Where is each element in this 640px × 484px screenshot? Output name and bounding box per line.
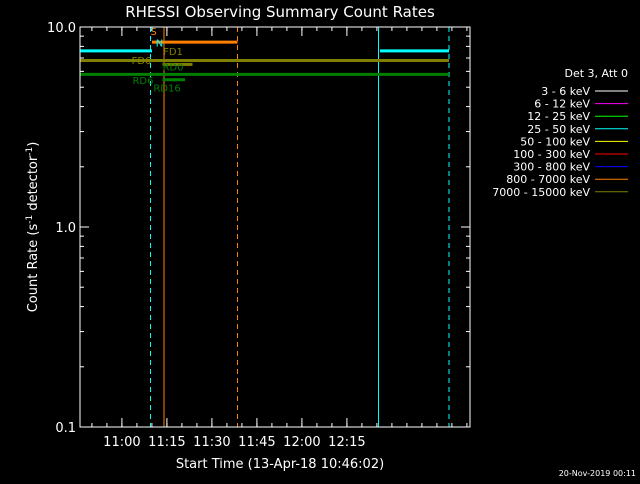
x-tick-label: 12:00 <box>283 435 320 450</box>
annotation-label: RD16 <box>153 84 180 95</box>
x-tick-label: 11:30 <box>193 435 230 450</box>
x-tick-label: 11:00 <box>103 435 140 450</box>
plot-frame <box>79 26 471 428</box>
legend-entry-label: 800 - 7000 keV <box>506 173 590 186</box>
legend-entry-label: 12 - 25 keV <box>527 110 590 123</box>
y-tick-label: 0.1 <box>55 421 76 436</box>
legend-entry-label: 7000 - 15000 keV <box>492 186 590 199</box>
y-axis-label: Count Rate (s-1 detector-1) <box>25 142 41 313</box>
axes: 11:00 11:15 11:30 11:45 12:00 12:15 0.1 1.0 10.0 <box>47 21 471 450</box>
annotation-label: FD6 <box>132 56 152 67</box>
legend-entry-label: 300 - 800 keV <box>513 161 590 174</box>
legend-entry-label: 25 - 50 keV <box>527 123 590 136</box>
legend-entry-label: 6 - 12 keV <box>534 98 590 111</box>
legend-entry-label: 100 - 300 keV <box>513 148 590 161</box>
legend-entry-label: 50 - 100 keV <box>520 135 590 148</box>
y-tick-label: 10.0 <box>47 21 76 36</box>
chart-title: RHESSI Observing Summary Count Rates <box>125 3 435 21</box>
annotation-label: RD6 <box>132 76 153 87</box>
x-tick-label: 11:45 <box>238 435 275 450</box>
legend-entry-label: 3 - 6 keV <box>541 85 590 98</box>
footer-timestamp: 20-Nov-2019 00:11 <box>559 469 636 478</box>
x-tick-label: 11:15 <box>148 435 185 450</box>
y-tick-label: 1.0 <box>55 221 76 236</box>
x-tick-label: 12:15 <box>328 435 365 450</box>
annotation-label: FD1 <box>163 47 183 58</box>
annotation-label: N <box>156 38 163 49</box>
x-axis-label: Start Time (13-Apr-18 10:46:02) <box>176 457 384 472</box>
annotation-label: S <box>150 27 156 38</box>
annotation-label: RD0 <box>162 63 183 74</box>
legend-title: Det 3, Att 0 <box>565 67 629 80</box>
